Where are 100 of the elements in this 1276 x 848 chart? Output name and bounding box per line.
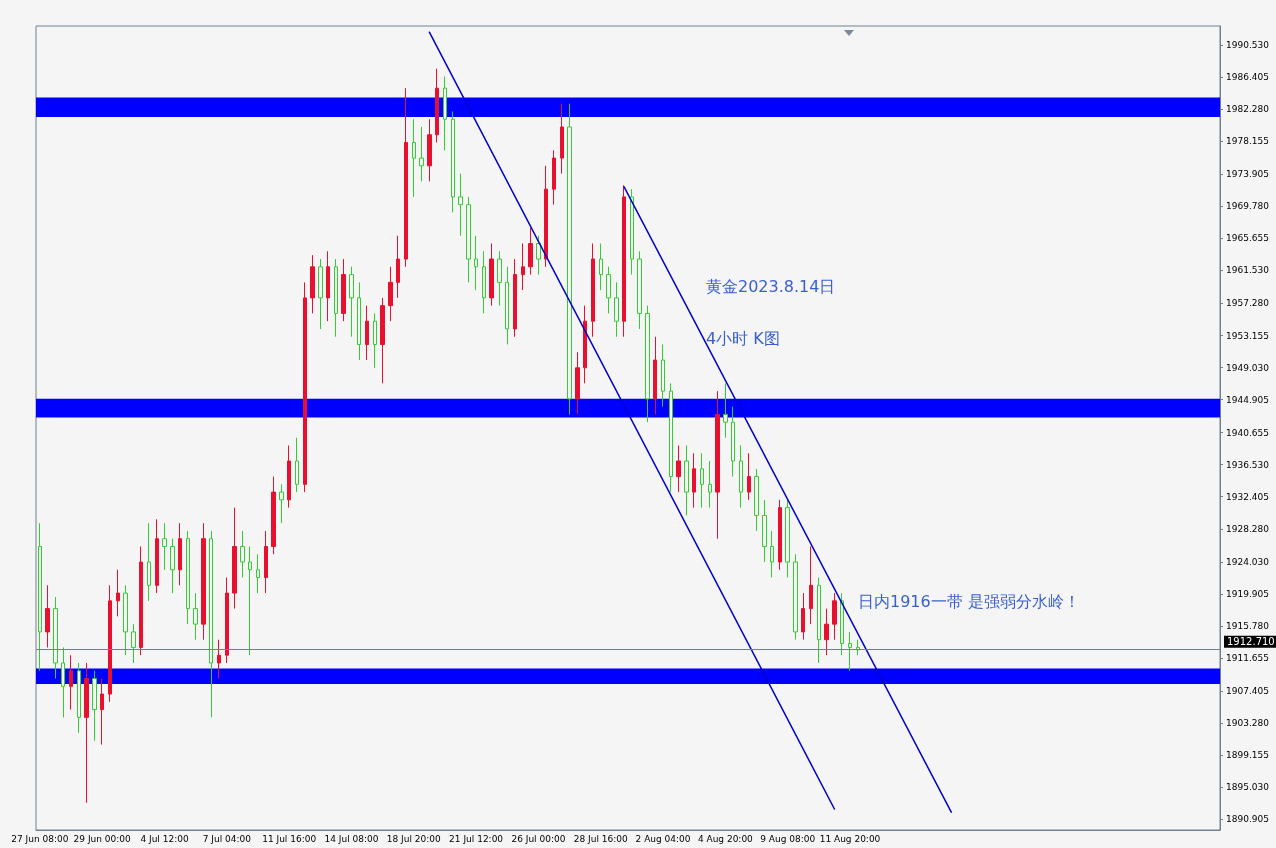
- candlestick: [116, 569, 120, 617]
- candlestick: [38, 522, 42, 672]
- candlestick: [69, 654, 73, 711]
- candlestick: [318, 258, 323, 330]
- candlestick: [754, 468, 759, 532]
- x-tick-label: 11 Jul 16:00: [262, 833, 317, 844]
- x-tick-label: 21 Jul 12:00: [449, 833, 504, 844]
- candlestick: [653, 336, 657, 415]
- candlestick: [528, 227, 533, 276]
- candlestick: [295, 437, 299, 493]
- x-tick-label: 26 Jul 00:00: [511, 833, 566, 844]
- candlestick: [630, 188, 634, 276]
- candlestick: [778, 499, 782, 571]
- annotation: 黄金2023.8.14日: [706, 276, 836, 296]
- candlestick: [770, 530, 774, 579]
- candlestick: [404, 87, 408, 268]
- candlestick: [92, 670, 97, 742]
- x-tick-label: 18 Jul 20:00: [386, 833, 442, 844]
- candlestick: [536, 235, 541, 276]
- y-tick-label: 1911.655: [1226, 652, 1269, 663]
- y-tick-label: 1969.780: [1226, 201, 1270, 212]
- y-tick-label: 1899.155: [1226, 750, 1269, 760]
- candlestick: [217, 639, 221, 680]
- candlestick: [661, 343, 665, 408]
- y-tick-label: 1895.030: [1226, 782, 1270, 793]
- candlestick: [77, 662, 81, 734]
- candlestick: [419, 126, 424, 182]
- y-tick-label: 1944.905: [1226, 394, 1269, 405]
- candlestick: [61, 646, 65, 718]
- x-tick-label: 27 Jun 08:00: [11, 833, 69, 844]
- candlestick: [123, 584, 128, 656]
- candlestick: [287, 444, 291, 509]
- y-tick-label: 1940.655: [1226, 427, 1269, 438]
- candlestick: [310, 254, 315, 314]
- candlestick: [840, 592, 844, 656]
- y-tick-label: 1903.280: [1226, 717, 1270, 728]
- candlestick: [700, 452, 704, 509]
- candlestick: [474, 235, 478, 291]
- y-tick-label: 1957.280: [1226, 298, 1270, 309]
- y-tick-label: 1953.155: [1226, 330, 1269, 341]
- candlestick: [458, 173, 463, 237]
- y-tick-label: 1928.280: [1226, 523, 1270, 534]
- candlestick: [567, 103, 572, 415]
- x-tick-label: 7 Jul 04:00: [202, 833, 252, 844]
- candlestick: [427, 118, 432, 182]
- candlestick: [53, 596, 58, 680]
- candlestick: [334, 258, 338, 338]
- candlestick: [349, 266, 354, 338]
- candlestick: [209, 530, 213, 718]
- candlestick: [248, 545, 252, 656]
- candlestick: [139, 545, 143, 656]
- candlestick: [396, 235, 400, 299]
- candlestick: [443, 75, 447, 151]
- candlestick: [178, 522, 182, 586]
- candlestick: [676, 444, 681, 493]
- candlestick: [326, 250, 330, 322]
- candlestick: [435, 68, 439, 144]
- candlestick: [256, 553, 260, 594]
- candlestick: [684, 444, 689, 516]
- candlestick: [739, 444, 743, 509]
- candlestick: [279, 483, 284, 524]
- candlestick: [155, 518, 159, 594]
- candlestick: [388, 266, 393, 322]
- candlestick: [521, 243, 525, 291]
- y-tick-label: 1965.655: [1226, 233, 1269, 244]
- candlestick: [645, 305, 650, 423]
- y-tick-label: 1973.905: [1226, 169, 1269, 180]
- candlestick: [108, 584, 112, 703]
- candlestick: [380, 297, 385, 384]
- candlestick: [365, 305, 369, 361]
- candlestick: [170, 538, 175, 594]
- candlestick: [762, 499, 767, 563]
- y-tick-label: 1986.405: [1226, 72, 1269, 83]
- annotation: 日内1916一带 是强弱分水岭！: [858, 591, 1080, 611]
- candlestick: [637, 250, 642, 330]
- x-tick-label: 29 Jun 00:00: [73, 833, 132, 844]
- y-tick-label: 1919.905: [1226, 588, 1269, 599]
- candlestick: [186, 530, 190, 625]
- ref-line-label: 1912.710: [1227, 636, 1275, 648]
- candlestick: [599, 243, 603, 291]
- y-tick-label: 1932.405: [1226, 491, 1269, 502]
- y-tick-label: 1961.530: [1226, 265, 1270, 276]
- candlestick: [575, 351, 580, 415]
- candlestick: [131, 623, 136, 664]
- x-tick-label: 9 Aug 08:00: [760, 833, 816, 844]
- candlestick: [303, 281, 307, 493]
- candlestick: [100, 678, 104, 746]
- y-tick-label: 1915.780: [1226, 620, 1270, 631]
- y-tick-label: 1949.030: [1226, 362, 1270, 373]
- candlestick: [669, 382, 673, 493]
- candlestick: [692, 452, 696, 509]
- x-tick-label: 11 Aug 20:00: [819, 833, 881, 844]
- x-tick-label: 2 Aug 04:00: [635, 833, 691, 844]
- candlestick: [560, 103, 564, 175]
- candlestick: [817, 577, 821, 664]
- candlestick: [513, 258, 517, 338]
- candlestick: [162, 522, 167, 571]
- candlestick: [201, 522, 206, 641]
- candlestick: [614, 281, 619, 338]
- candlestick: [193, 592, 198, 641]
